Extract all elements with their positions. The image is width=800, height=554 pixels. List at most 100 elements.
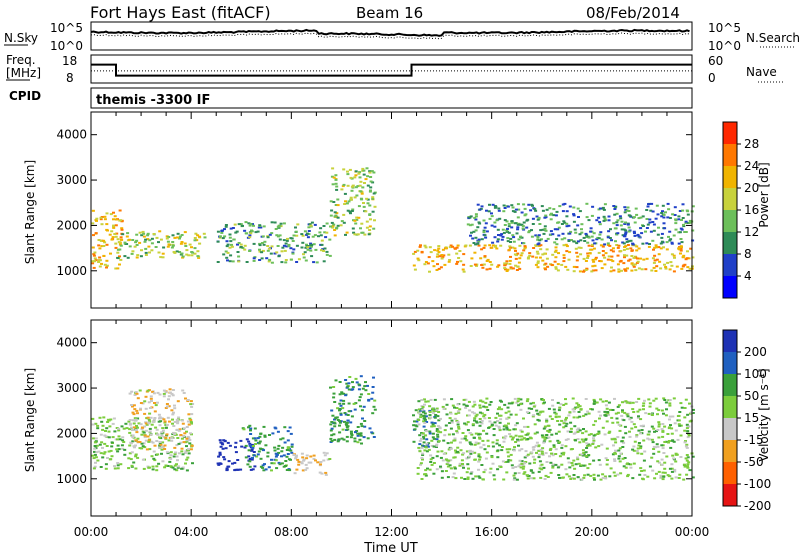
- scatter-cell: [635, 401, 639, 403]
- scatter-cell: [371, 391, 375, 394]
- scatter-cell: [226, 243, 230, 246]
- scatter-cell: [104, 430, 107, 432]
- scatter-cell: [661, 204, 665, 207]
- scatter-cell: [662, 213, 666, 216]
- scatter-cell: [518, 244, 522, 247]
- scatter-cell: [359, 405, 362, 408]
- scatter-cell: [565, 245, 569, 248]
- scatter-cell: [422, 420, 426, 423]
- scatter-cell: [111, 236, 115, 239]
- scatter-cell: [280, 261, 284, 264]
- scatter-cell: [152, 457, 156, 460]
- scatter-cell: [146, 416, 150, 419]
- scatter-cell: [110, 445, 114, 448]
- scatter-cell: [533, 208, 537, 210]
- scatter-cell: [421, 408, 425, 411]
- scatter-cell: [598, 233, 602, 236]
- scatter-cell: [92, 266, 96, 269]
- scatter-cell: [485, 397, 489, 400]
- scatter-cell: [442, 439, 446, 442]
- scatter-cell: [520, 460, 524, 463]
- scatter-cell: [610, 438, 614, 441]
- scatter-cell: [540, 468, 544, 471]
- scatter-cell: [518, 435, 522, 438]
- scatter-cell: [371, 386, 375, 388]
- scatter-cell: [167, 405, 171, 408]
- scatter-cell: [478, 222, 482, 225]
- scatter-cell: [474, 218, 478, 221]
- scatter-cell: [549, 233, 553, 236]
- scatter-cell: [285, 455, 289, 458]
- scatter-cell: [283, 426, 287, 429]
- scatter-cell: [361, 231, 365, 234]
- scatter-cell: [554, 432, 558, 435]
- scatter-cell: [488, 471, 492, 474]
- scatter-cell: [514, 264, 518, 267]
- scatter-cell: [146, 238, 150, 241]
- scatter-cell: [132, 404, 136, 407]
- scatter-cell: [300, 462, 304, 465]
- scatter-cell: [299, 461, 303, 464]
- scatter-cell: [91, 417, 95, 420]
- scatter-cell: [153, 459, 157, 462]
- scatter-cell: [497, 234, 500, 236]
- scatter-cell: [654, 397, 658, 400]
- scatter-cell: [240, 445, 244, 448]
- scatter-cell: [131, 239, 135, 241]
- scatter-cell: [603, 256, 607, 259]
- scatter-cell: [480, 420, 484, 422]
- scatter-cell: [527, 474, 531, 477]
- scatter-cell: [560, 238, 564, 241]
- scatter-cell: [660, 409, 664, 412]
- scatter-cell: [359, 393, 363, 396]
- scatter-cell: [535, 431, 539, 434]
- scatter-cell: [660, 240, 664, 243]
- scatter-cell: [575, 242, 579, 245]
- scatter-cell: [604, 400, 608, 403]
- scatter-cell: [221, 443, 225, 446]
- scatter-cell: [662, 222, 666, 225]
- scatter-cell: [428, 270, 431, 273]
- scatter-cell: [619, 472, 623, 475]
- cpid-label: CPID: [9, 89, 41, 103]
- scatter-cell: [536, 236, 540, 239]
- scatter-cell: [188, 243, 192, 246]
- scatter-cell: [564, 398, 567, 401]
- scatter-cell: [626, 473, 630, 476]
- scatter-cell: [108, 458, 112, 461]
- scatter-cell: [569, 421, 573, 424]
- scatter-cell: [445, 413, 449, 416]
- scatter-cell: [613, 208, 617, 210]
- scatter-cell: [416, 257, 420, 260]
- scatter-cell: [496, 412, 499, 415]
- scatter-cell: [526, 425, 530, 428]
- scatter-cell: [132, 461, 136, 464]
- scatter-cell: [325, 253, 329, 256]
- scatter-cell: [519, 466, 523, 469]
- scatter-cell: [629, 416, 633, 419]
- scatter-cell: [509, 435, 513, 438]
- scatter-cell: [576, 255, 580, 258]
- scatter-cell: [457, 425, 461, 428]
- scatter-cell: [157, 462, 161, 465]
- scatter-cell: [564, 402, 568, 405]
- scatter-cell: [503, 437, 507, 440]
- scatter-cell: [664, 266, 668, 268]
- scatter-cell: [94, 232, 98, 235]
- scatter-cell: [116, 462, 120, 464]
- scatter-cell: [228, 444, 232, 447]
- scatter-cell: [417, 446, 421, 449]
- scatter-cell: [260, 251, 264, 254]
- scatter-cell: [246, 463, 250, 466]
- scatter-cell: [333, 401, 337, 403]
- scatter-cell: [139, 423, 143, 426]
- scatter-cell: [494, 424, 498, 427]
- scatter-cell: [268, 434, 271, 436]
- scatter-cell: [497, 427, 501, 430]
- scatter-cell: [622, 235, 626, 238]
- scatter-cell: [633, 234, 637, 237]
- scatter-cell: [368, 229, 372, 231]
- scatter-cell: [171, 433, 175, 436]
- scatter-cell: [503, 267, 507, 270]
- scatter-cell: [556, 401, 560, 404]
